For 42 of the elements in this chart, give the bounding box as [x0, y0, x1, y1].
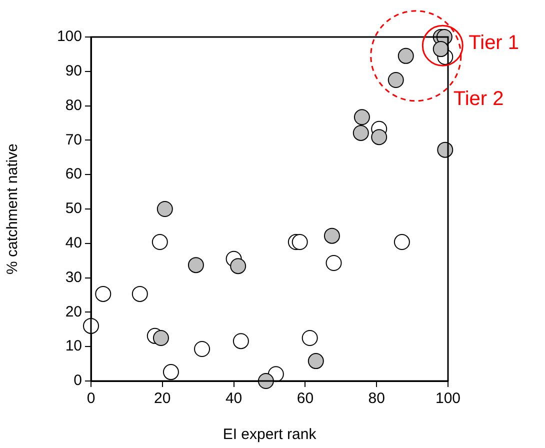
point [152, 234, 168, 250]
point [352, 124, 369, 141]
point [188, 257, 204, 274]
x-tick-label: 40 [225, 390, 242, 408]
point [302, 330, 318, 346]
annotation: Tier 1 [468, 32, 520, 54]
y-tick-label: 0 [74, 372, 82, 390]
x-tick-label: 60 [296, 390, 314, 408]
y-tick-label: 70 [65, 131, 82, 148]
y-tick-label: 60 [65, 166, 82, 183]
point [398, 48, 414, 64]
y-axis-title: % catchment native [4, 144, 22, 274]
x-tick-label: 20 [154, 390, 171, 408]
y-tick-label: 100 [56, 28, 82, 46]
y-tick-label: 90 [65, 62, 82, 80]
y-tick-label: 10 [65, 338, 82, 355]
x-tick-label: 0 [86, 390, 96, 408]
y-tick-label: 30 [65, 268, 82, 286]
point [326, 255, 342, 272]
point [132, 286, 148, 302]
point [230, 258, 246, 274]
x-tick-label: 80 [368, 390, 385, 408]
y-tick-label: 20 [65, 303, 82, 320]
point [292, 234, 308, 250]
point [394, 234, 410, 250]
x-tick-label: 100 [435, 390, 461, 408]
point [162, 364, 179, 380]
point [308, 353, 324, 370]
point [95, 286, 112, 302]
point [371, 129, 388, 146]
point [388, 72, 404, 88]
point [354, 109, 370, 126]
point [152, 330, 169, 346]
annotation: Tier 2 [453, 88, 504, 110]
y-tick-label: 40 [65, 234, 82, 252]
point [156, 201, 173, 217]
x-axis-title: EI expert rank [222, 426, 317, 444]
point [232, 333, 249, 350]
y-tick-label: 50 [65, 200, 82, 218]
point [324, 228, 340, 244]
point [194, 341, 210, 358]
y-tick-label: 80 [65, 96, 82, 114]
